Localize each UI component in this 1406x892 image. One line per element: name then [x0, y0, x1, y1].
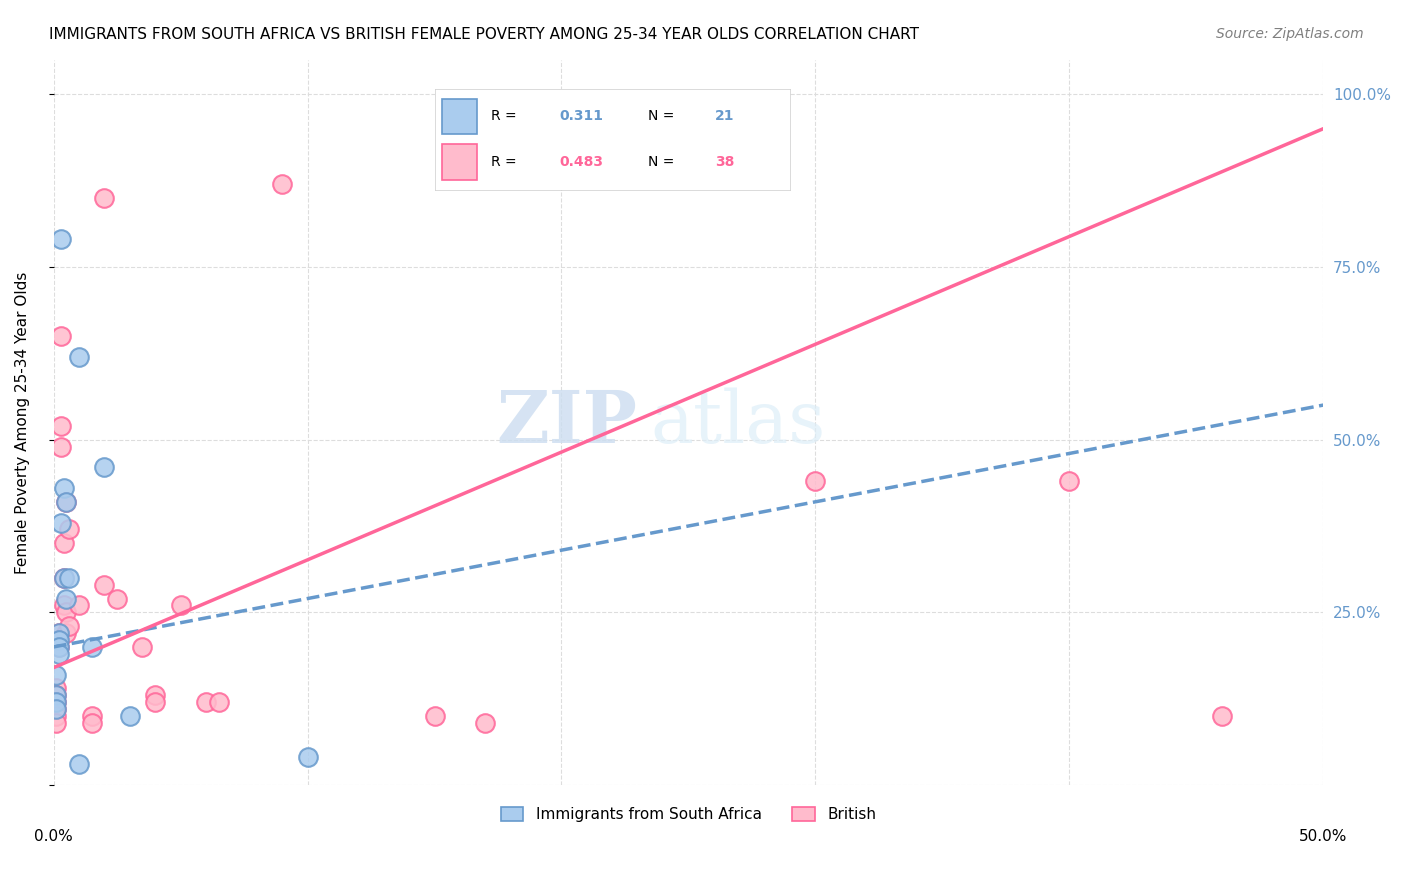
Text: atlas: atlas [651, 387, 825, 458]
Point [80, 640, 103, 654]
Point [45, 709, 67, 723]
Point [67, 757, 90, 772]
Text: IMMIGRANTS FROM SOUTH AFRICA VS BRITISH FEMALE POVERTY AMONG 25-34 YEAR OLDS COR: IMMIGRANTS FROM SOUTH AFRICA VS BRITISH … [49, 27, 920, 42]
Point [45, 681, 67, 696]
Point [52, 571, 75, 585]
Point [93, 460, 115, 475]
Point [143, 695, 166, 709]
Point [208, 695, 231, 709]
Point [45, 695, 67, 709]
Point [45, 695, 67, 709]
Point [45, 715, 67, 730]
Point [169, 599, 191, 613]
Point [45, 688, 67, 702]
Y-axis label: Female Poverty Among 25-34 Year Olds: Female Poverty Among 25-34 Year Olds [15, 271, 30, 574]
Point [51, 232, 73, 246]
Point [58, 571, 80, 585]
Point [48, 626, 70, 640]
Point [45, 702, 67, 716]
Legend: Immigrants from South Africa, British: Immigrants from South Africa, British [495, 801, 883, 829]
Point [67, 599, 90, 613]
Point [51, 516, 73, 530]
Point [48, 632, 70, 647]
Point [48, 632, 70, 647]
Point [80, 709, 103, 723]
Point [55, 591, 77, 606]
Point [55, 495, 77, 509]
Text: 0.0%: 0.0% [34, 829, 73, 844]
Point [58, 619, 80, 633]
Point [93, 578, 115, 592]
Point [271, 177, 294, 191]
Point [804, 474, 827, 488]
Point [194, 695, 217, 709]
Point [52, 599, 75, 613]
Point [48, 647, 70, 661]
Text: ZIP: ZIP [496, 387, 638, 458]
Point [1059, 474, 1081, 488]
Point [80, 715, 103, 730]
Point [52, 536, 75, 550]
Point [51, 329, 73, 343]
Point [45, 667, 67, 681]
Point [55, 606, 77, 620]
Point [58, 523, 80, 537]
Point [118, 709, 141, 723]
Point [143, 688, 166, 702]
Point [52, 481, 75, 495]
Point [67, 350, 90, 364]
Point [474, 715, 496, 730]
Point [48, 626, 70, 640]
Point [93, 191, 115, 205]
Point [55, 626, 77, 640]
Point [1211, 709, 1233, 723]
Point [131, 640, 153, 654]
Point [297, 750, 319, 764]
Point [45, 702, 67, 716]
Point [48, 640, 70, 654]
Point [48, 640, 70, 654]
Text: Source: ZipAtlas.com: Source: ZipAtlas.com [1216, 27, 1364, 41]
Point [423, 709, 446, 723]
Point [45, 688, 67, 702]
Point [52, 571, 75, 585]
Point [105, 591, 128, 606]
Point [55, 495, 77, 509]
Point [51, 440, 73, 454]
Text: 50.0%: 50.0% [1299, 829, 1347, 844]
Point [51, 418, 73, 433]
